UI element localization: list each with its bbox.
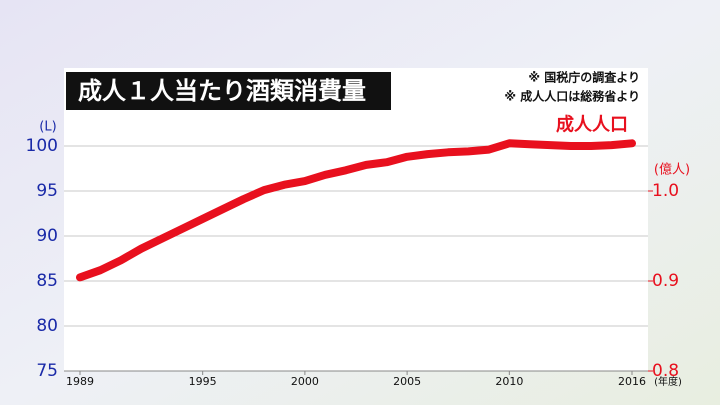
y2-tick-label: 1.0: [652, 181, 679, 201]
y2-axis-label: (億人): [654, 162, 690, 178]
series-label: 成人人口: [556, 113, 628, 135]
title-box: [66, 72, 391, 110]
y-tick-label: 75: [36, 361, 58, 381]
x-tick-label: 2000: [291, 375, 319, 388]
y-tick-label: 95: [36, 181, 58, 201]
note: ※ 成人人口は総務省より: [504, 89, 640, 104]
x-tick-label: 2010: [495, 375, 523, 388]
y-axis-label: (L): [39, 120, 56, 135]
y2-tick-label: 0.8: [652, 361, 679, 381]
plot-area: [64, 68, 648, 371]
y-tick-label: 85: [36, 271, 58, 291]
series-line: [76, 139, 636, 282]
y-tick-label: 90: [36, 226, 58, 246]
x-tick-label: 1989: [66, 375, 94, 388]
x-tick-label: 2016: [618, 375, 646, 388]
x-axis-label: (年度): [654, 375, 682, 388]
x-tick-label: 1995: [189, 375, 217, 388]
y-tick-label: 80: [36, 316, 58, 336]
chart-title: 成人１人当たり酒類消費量: [78, 77, 366, 105]
note: ※ 国税庁の調査より: [528, 70, 640, 85]
y-tick-label: 100: [26, 136, 58, 156]
y2-tick-label: 0.9: [652, 271, 679, 291]
x-tick-label: 2005: [393, 375, 421, 388]
